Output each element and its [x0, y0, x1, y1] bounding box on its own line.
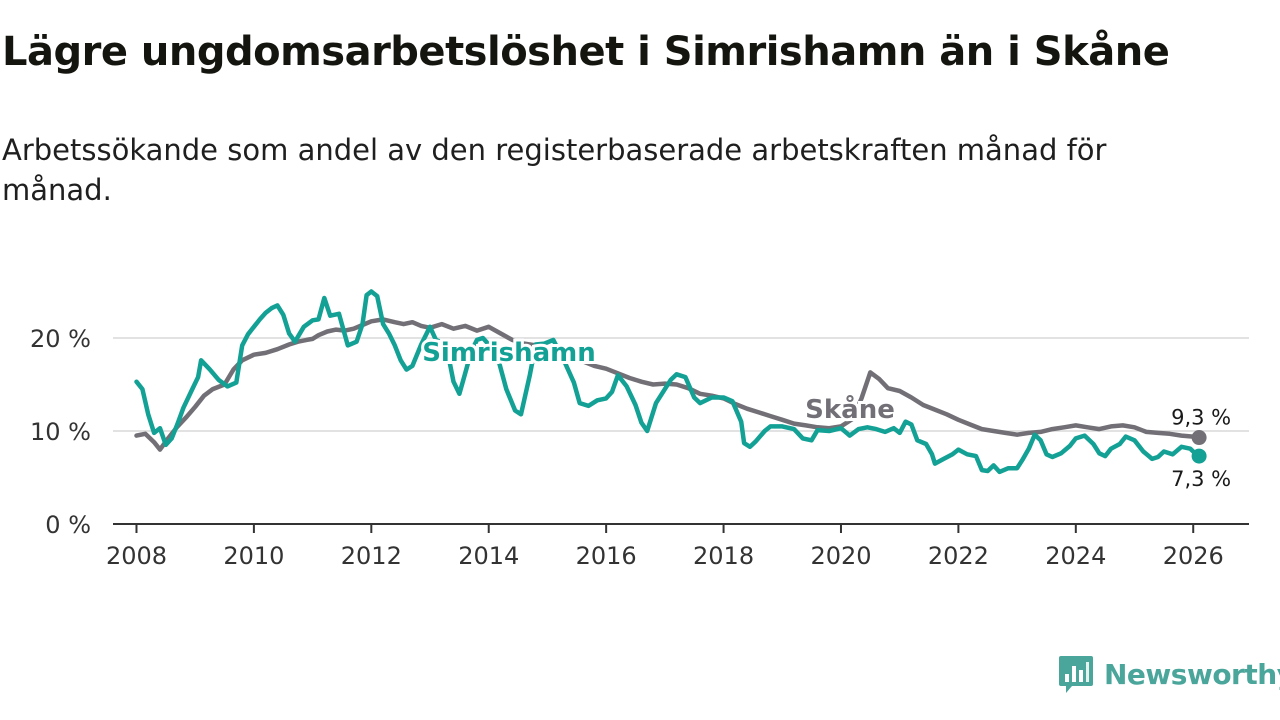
x-tick-label: 2020: [810, 542, 871, 570]
x-tick-label: 2014: [458, 542, 519, 570]
y-tick-label: 10 %: [30, 418, 91, 446]
x-tick-label: 2022: [928, 542, 989, 570]
series-line-simrishamn: [134, 289, 1202, 475]
x-tick-label: 2008: [106, 542, 167, 570]
series-labels: Skåne Simrishamn 9,3 % 7,3 %: [419, 335, 1233, 494]
x-tick-label: 2026: [1163, 542, 1224, 570]
x-tick-label: 2016: [576, 542, 637, 570]
end-point-skane: [1191, 430, 1207, 446]
gridlines: [113, 337, 1249, 432]
axes: 0 % 10 % 20 % 2008 2010 2012 2014 2016 2018 2020 2…: [30, 325, 1249, 570]
brand-name: Newsworthy: [1104, 657, 1280, 691]
y-tick-label: 0 %: [45, 511, 91, 539]
series-label-skane: Skåne: [805, 393, 895, 425]
end-label-skane: 9,3 %: [1171, 406, 1231, 430]
series-label-simrishamn: Simrishamn: [422, 338, 596, 368]
y-tick-label: 20 %: [30, 325, 91, 353]
x-tick-label: 2018: [693, 542, 754, 570]
x-tick-label: 2010: [223, 542, 284, 570]
chart-title: Lägre ungdomsarbetslöshet i Simrishamn ä…: [2, 29, 1170, 75]
end-label-simrishamn: 7,3 %: [1171, 467, 1231, 491]
end-point-simrishamn: [1191, 448, 1207, 464]
series-lines: [134, 289, 1207, 475]
chart-subtitle: Arbetssökande som andel av den registerb…: [2, 133, 1107, 207]
newsworthy-logo: Newsworthy: [1058, 654, 1280, 694]
x-tick-label: 2024: [1045, 542, 1106, 570]
x-tick-label: 2012: [341, 542, 402, 570]
bar-chart-badge-icon: [1059, 656, 1093, 693]
